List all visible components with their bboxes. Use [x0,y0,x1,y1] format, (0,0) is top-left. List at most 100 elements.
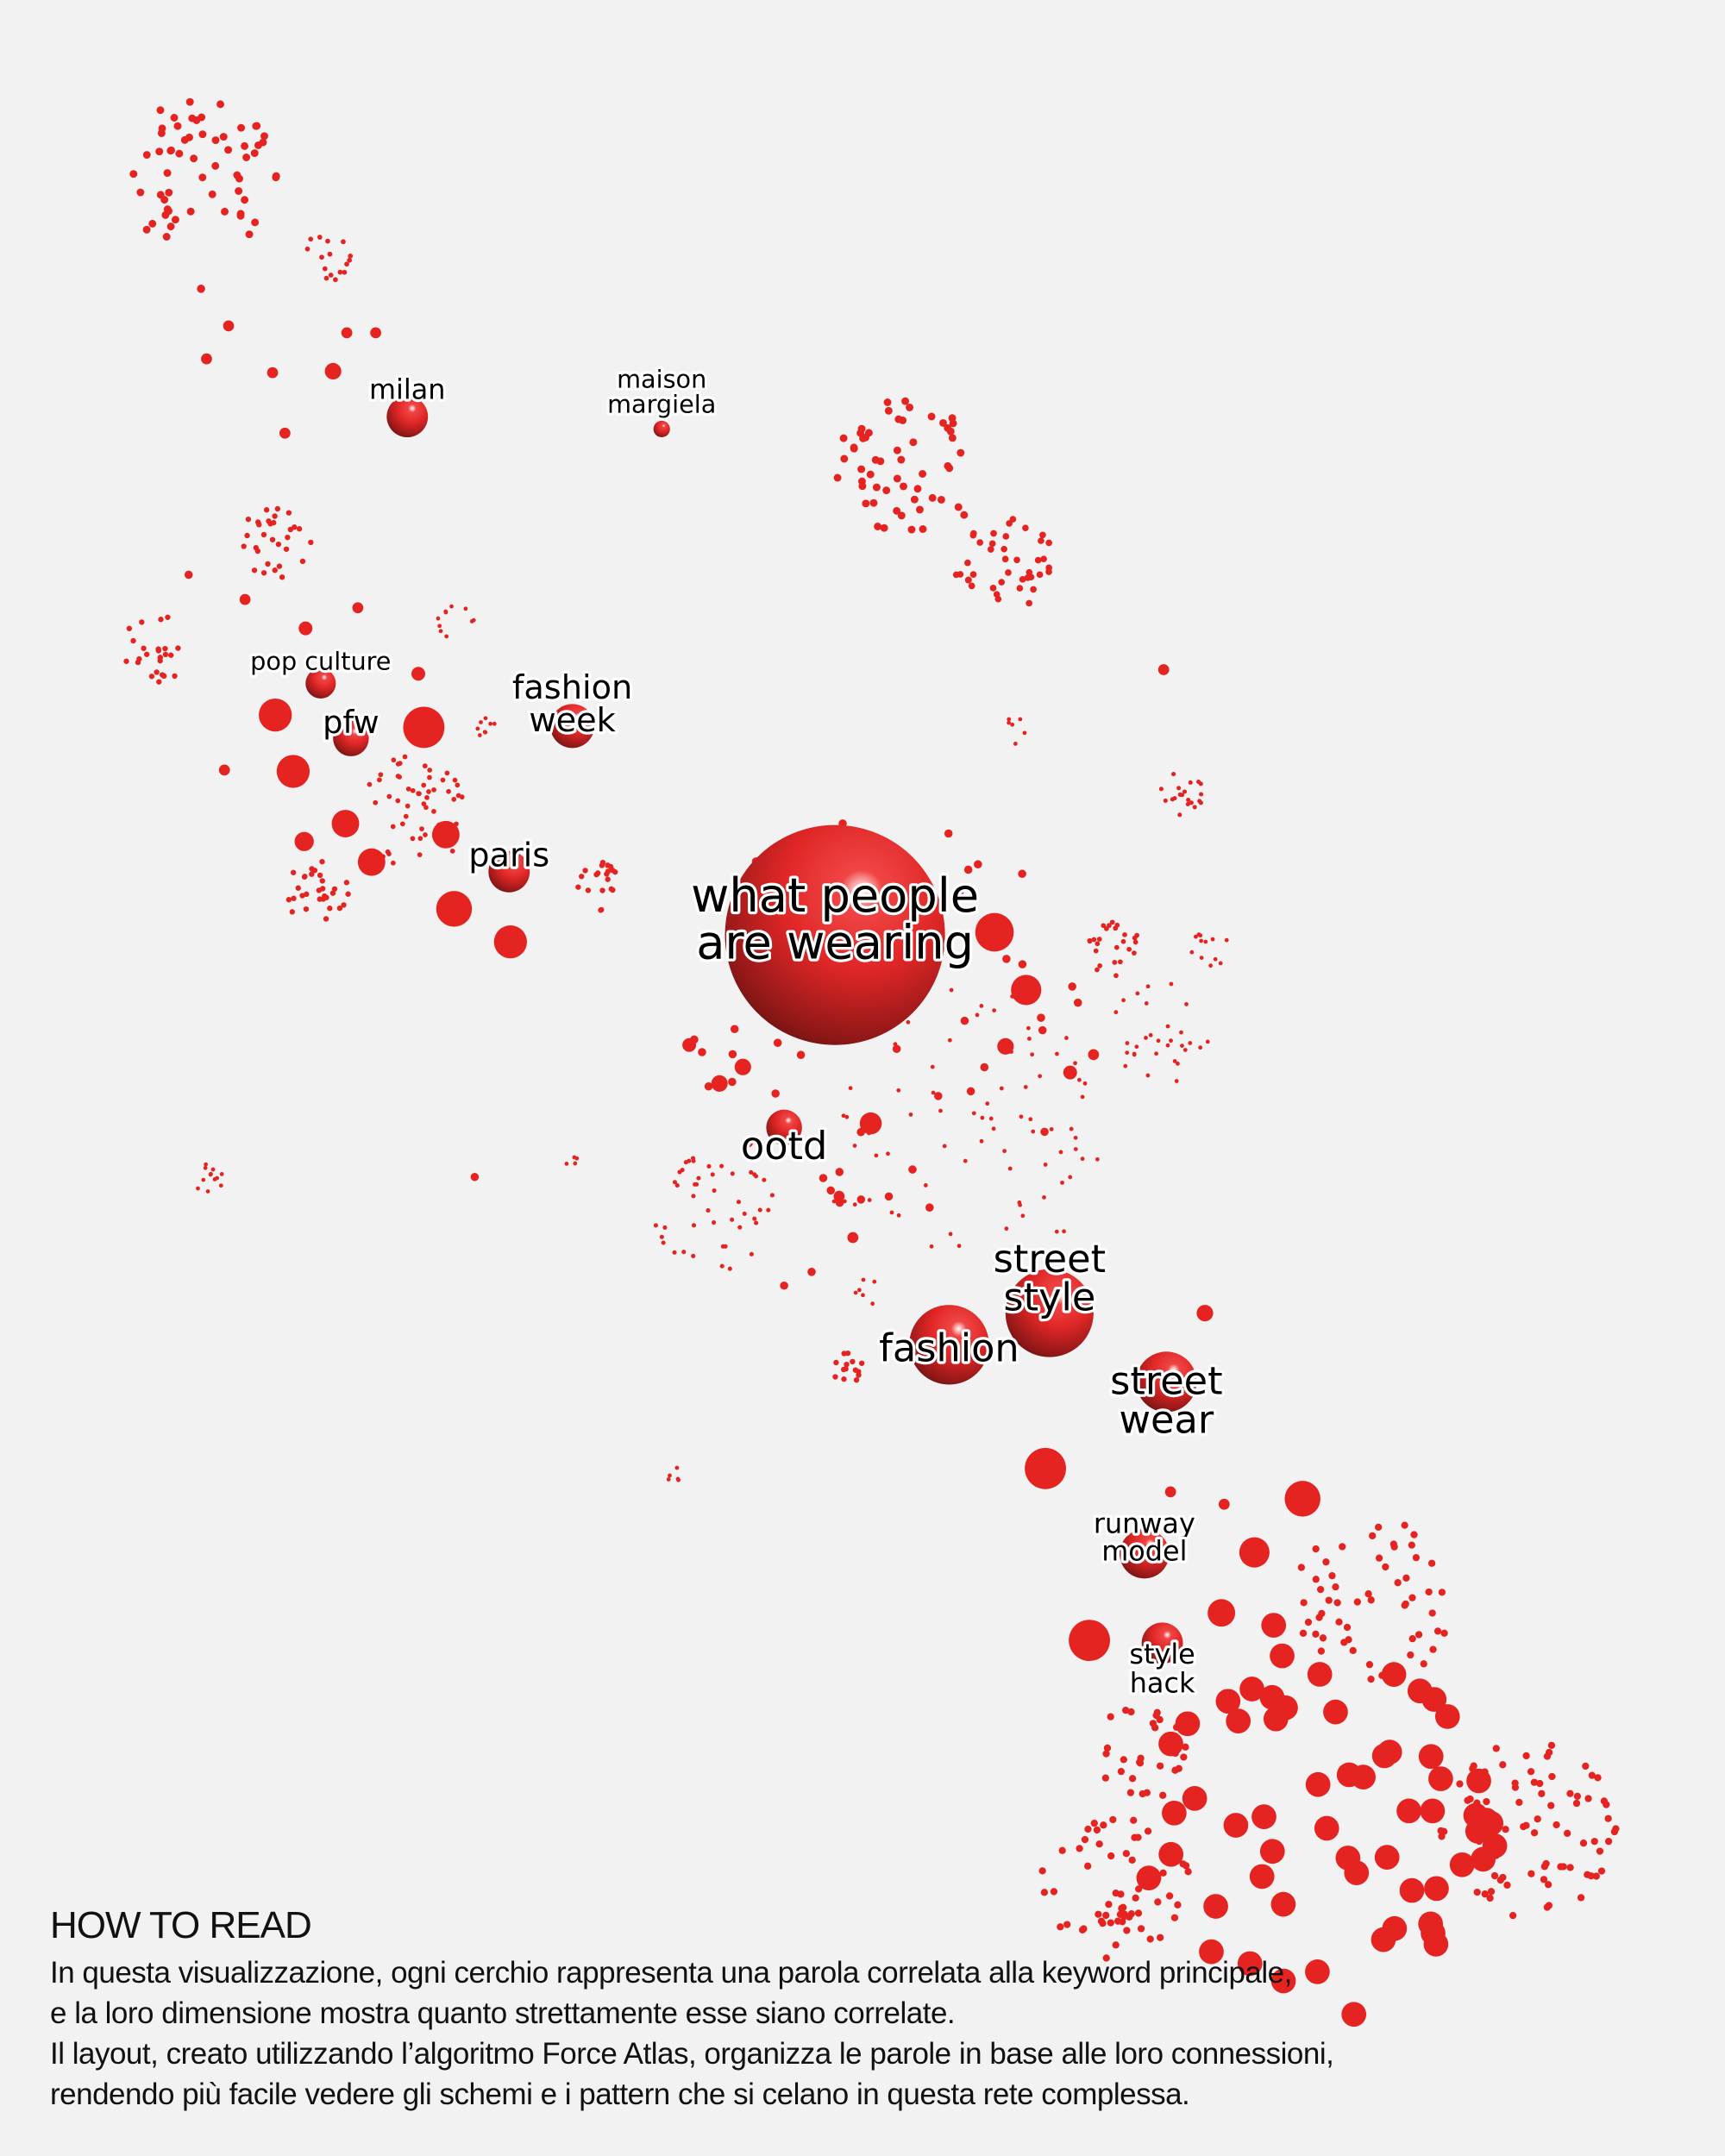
word-dot [573,1161,578,1166]
word-dot [170,114,179,122]
word-dot [599,859,606,866]
word-dot [342,269,348,275]
word-dot [883,398,892,406]
node-label-street-style: street [994,1237,1107,1282]
word-dot [391,757,397,763]
word-dot [452,777,458,783]
word-dot [1323,1699,1348,1725]
word-dot [1013,742,1018,746]
word-dot [260,570,267,576]
word-dot [1088,1049,1100,1061]
word-dot [960,1016,969,1025]
word-dot [285,510,292,516]
word-dot [1027,1037,1032,1041]
word-dot [431,820,460,849]
word-dot [847,1232,859,1244]
word-dot [582,868,588,874]
word-dot [493,925,527,959]
word-dot [672,1180,678,1185]
word-dot [1019,576,1026,583]
word-dot [1146,1935,1154,1943]
word-dot [1148,1032,1153,1037]
word-dot [1224,937,1229,943]
word-dot [730,1217,735,1222]
word-dot [1026,599,1032,607]
word-dot [436,891,473,927]
word-dot [323,916,329,922]
word-dot [730,1171,735,1176]
word-dot [403,813,409,819]
word-dot [148,674,155,680]
word-dot [991,1126,996,1131]
word-dot [835,1168,844,1176]
word-dot [937,495,945,504]
word-dot [927,412,936,421]
word-dot [423,832,428,837]
word-dot [906,403,914,411]
word-dot [263,507,270,513]
word-dot [1596,1847,1604,1855]
word-dot [327,251,333,257]
word-dot [1604,1838,1613,1846]
word-dot [1263,1706,1289,1732]
word-dot [276,563,283,569]
word-dot [410,836,416,842]
word-dot [1040,1127,1049,1137]
word-dot [769,1193,775,1198]
word-dot [853,1290,858,1295]
word-dot [219,1172,224,1176]
word-dot [997,1037,1014,1055]
word-dot [841,1376,847,1382]
word-dot [1006,520,1013,527]
word-dot [352,602,364,614]
word-dot [1128,1856,1136,1864]
word-dot [1365,1661,1374,1669]
word-dot [123,658,129,664]
node-label-maison-margiela: margiela [607,389,716,418]
word-dot [241,196,249,204]
word-dot [1433,1627,1442,1635]
word-dot [292,524,298,530]
word-dot [907,525,916,534]
word-dot [1339,1543,1346,1551]
word-dot [1063,1065,1077,1080]
word-dot [245,516,252,523]
word-dot [136,188,145,197]
word-dot [196,1186,200,1191]
word-dot [889,1210,894,1215]
word-dot [290,869,297,875]
word-dot [303,906,310,912]
word-dot [857,465,866,473]
word-dot [826,1186,836,1195]
word-dot [965,576,972,584]
word-dot [1073,1147,1078,1151]
word-dot [859,1112,882,1135]
word-dot [241,141,249,150]
word-dot [1297,1564,1305,1571]
word-dot [423,805,429,811]
word-dot [1144,1001,1149,1006]
word-dot [1203,939,1208,944]
word-dot [913,485,922,493]
word-dot [1082,1081,1088,1086]
word-dot [1164,1486,1176,1498]
word-dot [245,230,254,239]
word-dot [1420,1660,1427,1668]
word-dot [1543,1752,1552,1760]
word-dot [971,1111,976,1116]
word-dot [1004,1226,1009,1232]
word-dot [897,455,906,464]
node-label-fashion-week: week [529,701,616,740]
word-dot [386,793,392,799]
word-dot [241,543,247,549]
word-dot [1239,1537,1270,1568]
word-dot [1107,1852,1115,1860]
word-dot [1175,1711,1201,1737]
word-dot [706,1208,711,1213]
word-dot [653,1223,658,1228]
word-dot [301,874,308,880]
word-dot [308,539,314,546]
word-dot [1490,1871,1499,1880]
word-dot [1045,564,1052,572]
word-dot [727,1266,732,1271]
